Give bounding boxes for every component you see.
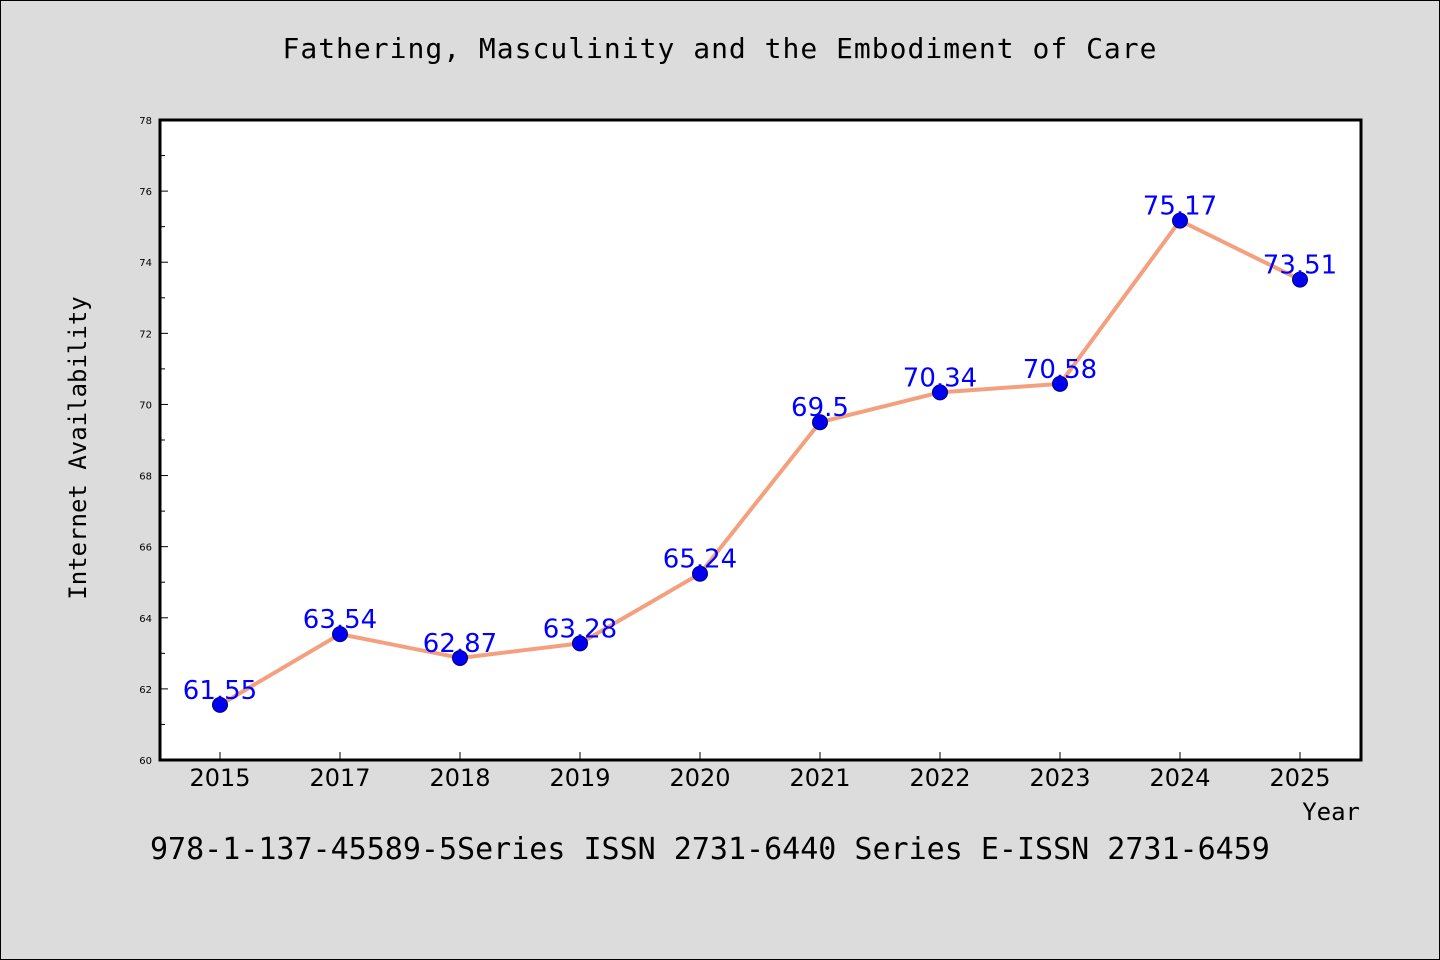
data-point [812, 414, 828, 431]
chart-title: Fathering, Masculinity and the Embodimen… [282, 32, 1158, 65]
data-point [212, 696, 228, 713]
y-tick-label: 68 [139, 472, 152, 483]
data-label: 65.24 [663, 545, 737, 575]
data-labels: 61.55 63.54 62.87 63.28 65.24 69.5 70.34 70.58 7… [183, 192, 1337, 706]
x-tick-label: 2017 [309, 764, 370, 792]
y-tick-label: 78 [139, 116, 152, 127]
data-point [452, 649, 468, 666]
y-tick-label: 60 [139, 756, 152, 767]
data-label: 70.58 [1023, 355, 1097, 385]
data-label: 70.34 [903, 363, 977, 393]
data-markers [212, 212, 1308, 713]
series-line-group [218, 218, 1302, 707]
data-point [1172, 212, 1188, 229]
data-label: 61.55 [183, 676, 257, 706]
y-tick-label: 76 [139, 187, 152, 198]
x-axis-label: Year [1302, 798, 1360, 826]
data-label: 75.17 [1143, 192, 1217, 222]
x-tick-label: 2025 [1269, 764, 1330, 792]
data-label: 63.54 [303, 605, 377, 635]
y-axis-ticks: 60 62 64 66 68 70 72 74 76 78 [139, 116, 168, 767]
x-tick-label: 2020 [669, 764, 730, 792]
y-tick-label: 70 [139, 400, 152, 411]
x-tick-label: 2021 [789, 764, 850, 792]
data-point [932, 384, 948, 401]
data-label: 69.5 [791, 393, 849, 423]
x-tick-label: 2019 [549, 764, 610, 792]
y-axis-label: Internet Availability [64, 296, 92, 599]
data-label: 73.51 [1263, 251, 1337, 281]
x-tick-label: 2022 [909, 764, 970, 792]
data-label: 63.28 [543, 614, 617, 644]
x-tick-label: 2018 [429, 764, 490, 792]
y-tick-label: 66 [139, 543, 152, 554]
series-line [218, 218, 1302, 707]
data-point [1292, 271, 1308, 288]
y-tick-label: 62 [139, 685, 152, 696]
data-point [332, 626, 348, 643]
isbn-footer: 978-1-137-45589-5Series ISSN 2731-6440 S… [150, 832, 1270, 867]
x-tick-label: 2023 [1029, 764, 1090, 792]
data-label: 62.87 [423, 629, 497, 659]
data-point [692, 565, 708, 582]
y-tick-label: 64 [139, 614, 152, 625]
x-tick-label: 2024 [1149, 764, 1210, 792]
data-point [1052, 375, 1068, 392]
data-point [572, 635, 588, 652]
x-tick-label: 2015 [189, 764, 250, 792]
x-axis-ticks: 2015 2017 2018 2019 2020 2021 2022 2023 2024 2025 [189, 752, 1331, 792]
y-tick-label: 72 [139, 329, 152, 340]
plot-area [158, 118, 1363, 762]
y-tick-label: 74 [139, 258, 152, 269]
